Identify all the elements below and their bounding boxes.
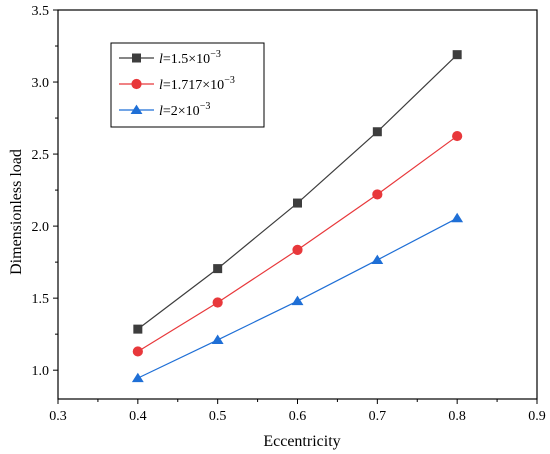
data-point-triangle — [291, 295, 304, 306]
data-point-square — [372, 127, 382, 137]
data-point-circle — [452, 130, 463, 142]
series-1 — [133, 50, 462, 334]
data-point-circle — [212, 297, 223, 308]
y-axis-title: Dimensionless load — [8, 149, 25, 275]
x-tick-label: 0.4 — [129, 409, 147, 424]
data-point-square — [213, 264, 223, 274]
legend-entry-2: l=1.717×10−3 — [119, 75, 235, 93]
y-tick-label: 3.5 — [32, 4, 50, 19]
y-tick-label: 3.0 — [32, 76, 50, 91]
x-axis: 0.3 0.4 0.5 0.6 0.7 0.8 0.9 — [49, 399, 546, 424]
x-tick-label: 0.5 — [209, 409, 227, 424]
y-axis: 1.0 1.5 2.0 2.5 3.0 3.5 — [32, 4, 58, 379]
data-point-square — [132, 53, 141, 63]
x-axis-title: Eccentricity — [263, 433, 340, 450]
data-point-square — [133, 324, 143, 334]
y-tick-label: 2.5 — [32, 148, 50, 163]
data-point-triangle — [130, 104, 143, 115]
data-point-square — [293, 198, 302, 208]
legend-entry-1: l=1.5×10−3 — [119, 49, 221, 67]
data-point-square — [452, 50, 462, 60]
data-point-triangle — [211, 334, 224, 344]
y-tick-label: 1.0 — [32, 364, 50, 379]
y-tick-label: 1.5 — [32, 292, 50, 307]
y-tick-label: 2.0 — [32, 220, 50, 235]
legend-label: l=2×10−3 — [159, 101, 210, 119]
series-3 — [131, 212, 464, 383]
data-point-circle — [131, 78, 142, 90]
legend-label: l=1.5×10−3 — [159, 49, 221, 67]
x-tick-label: 0.8 — [448, 409, 466, 424]
legend-label: l=1.717×10−3 — [159, 75, 235, 93]
series-2 — [132, 130, 463, 357]
legend-entry-3: l=2×10−3 — [119, 101, 210, 119]
data-point-circle — [292, 244, 303, 255]
x-tick-label: 0.9 — [528, 409, 546, 424]
data-point-circle — [372, 189, 383, 200]
data-point-triangle — [131, 372, 144, 383]
series-layer — [131, 50, 464, 383]
data-point-triangle — [371, 254, 384, 265]
legend: l=1.5×10−3 l=1.717×10−3 l=2×10−3 — [110, 42, 265, 128]
x-tick-label: 0.7 — [369, 409, 387, 424]
x-tick-label: 0.6 — [289, 409, 307, 424]
data-point-circle — [132, 346, 143, 357]
x-tick-label: 0.3 — [49, 409, 67, 424]
data-point-triangle — [451, 212, 464, 223]
